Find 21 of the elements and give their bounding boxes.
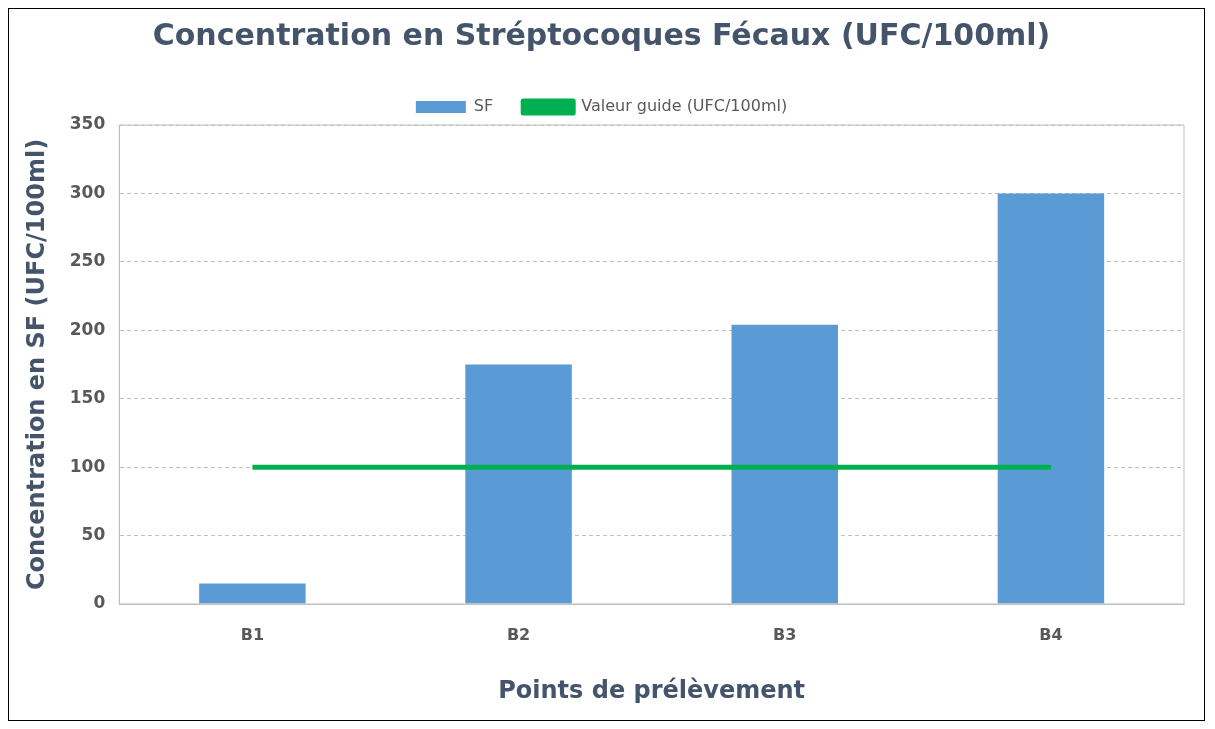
bar — [731, 324, 838, 604]
legend-label: Valeur guide (UFC/100ml) — [581, 96, 788, 116]
x-tick-label: B3 — [773, 624, 797, 644]
chart-title: Concentration en Stréptocoques Fécaux (UFC/100ml) — [152, 16, 1051, 52]
y-tick-label: 200 — [69, 318, 106, 339]
y-tick-label: 50 — [81, 523, 106, 544]
x-axis-title: Points de prélèvement — [498, 675, 806, 704]
y-tick-label: 300 — [69, 181, 106, 202]
y-tick-label: 350 — [69, 113, 106, 134]
x-tick-label: B1 — [240, 624, 265, 644]
bar — [997, 193, 1105, 604]
y-axis-title: Concentration en SF (UFC/100ml) — [21, 138, 50, 591]
bar — [199, 583, 306, 604]
y-tick-label: 250 — [69, 250, 106, 271]
y-tick-label: 150 — [69, 387, 106, 408]
y-tick-label: 0 — [93, 592, 106, 613]
x-tick-label: B4 — [1039, 624, 1063, 644]
y-tick-label: 100 — [69, 455, 106, 476]
bar — [465, 364, 572, 604]
legend-label: SF — [473, 96, 494, 116]
x-tick-label: B2 — [506, 624, 531, 644]
